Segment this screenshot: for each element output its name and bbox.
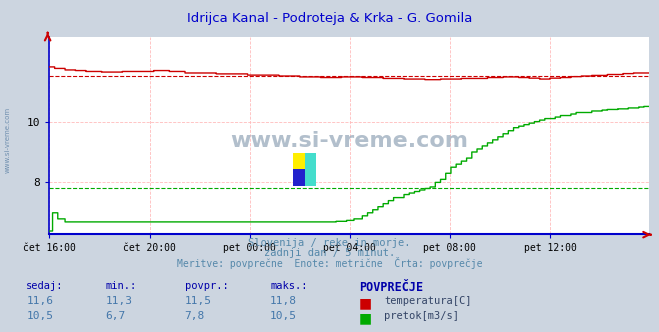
- Text: 10,5: 10,5: [26, 311, 53, 321]
- Text: Slovenija / reke in morje.: Slovenija / reke in morje.: [248, 238, 411, 248]
- Text: povpr.:: povpr.:: [185, 281, 228, 290]
- Text: ■: ■: [359, 296, 372, 310]
- Bar: [304, 169, 316, 186]
- Text: ■: ■: [359, 311, 372, 325]
- Text: pretok[m3/s]: pretok[m3/s]: [384, 311, 459, 321]
- Text: 11,6: 11,6: [26, 296, 53, 306]
- Text: temperatura[C]: temperatura[C]: [384, 296, 472, 306]
- Text: 11,8: 11,8: [270, 296, 297, 306]
- Text: POVPREČJE: POVPREČJE: [359, 281, 423, 293]
- Text: 7,8: 7,8: [185, 311, 205, 321]
- Bar: [293, 153, 304, 169]
- Bar: [293, 169, 304, 186]
- Text: zadnji dan / 5 minut.: zadnji dan / 5 minut.: [264, 248, 395, 258]
- Text: maks.:: maks.:: [270, 281, 308, 290]
- Text: 10,5: 10,5: [270, 311, 297, 321]
- Text: 11,3: 11,3: [105, 296, 132, 306]
- Text: sedaj:: sedaj:: [26, 281, 64, 290]
- Text: Idrijca Kanal - Podroteja & Krka - G. Gomila: Idrijca Kanal - Podroteja & Krka - G. Go…: [186, 12, 473, 25]
- Text: Meritve: povprečne  Enote: metrične  Črta: povprečje: Meritve: povprečne Enote: metrične Črta:…: [177, 257, 482, 269]
- Text: 11,5: 11,5: [185, 296, 212, 306]
- Bar: [304, 153, 316, 169]
- Text: www.si-vreme.com: www.si-vreme.com: [5, 106, 11, 173]
- Text: www.si-vreme.com: www.si-vreme.com: [230, 131, 469, 151]
- Text: 6,7: 6,7: [105, 311, 126, 321]
- Text: min.:: min.:: [105, 281, 136, 290]
